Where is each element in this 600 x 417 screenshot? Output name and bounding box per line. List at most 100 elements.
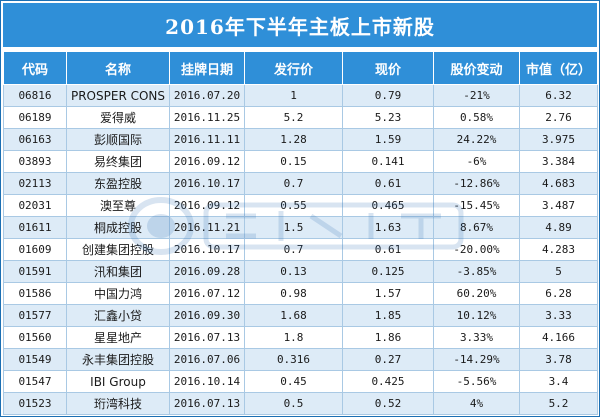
cell-current-price: 0.425 — [342, 370, 434, 393]
cell-market-cap: 4.683 — [519, 172, 598, 195]
table-row: 01523 珩湾科技 2016.07.13 0.5 0.52 4% 5.2 — [3, 392, 598, 415]
cell-price-change: -14.29% — [433, 348, 520, 371]
cell-issue-price: 1.8 — [244, 326, 343, 349]
cell-listing-date: 2016.09.30 — [169, 304, 245, 327]
cell-current-price: 1.57 — [342, 282, 434, 305]
cell-issue-price: 0.15 — [244, 150, 343, 173]
header-row: 代码 名称 挂牌日期 发行价 现价 股价变动 市值（亿） — [3, 51, 598, 85]
cell-market-cap: 3.487 — [519, 194, 598, 217]
cell-code: 01549 — [3, 348, 67, 371]
cell-current-price: 0.27 — [342, 348, 434, 371]
cell-listing-date: 2016.07.20 — [169, 84, 245, 107]
cell-code: 06163 — [3, 128, 67, 151]
cell-market-cap: 3.78 — [519, 348, 598, 371]
cell-code: 03893 — [3, 150, 67, 173]
cell-issue-price: 0.55 — [244, 194, 343, 217]
cell-listing-date: 2016.07.06 — [169, 348, 245, 371]
cell-market-cap: 3.975 — [519, 128, 598, 151]
cell-listing-date: 2016.07.13 — [169, 392, 245, 415]
cell-current-price: 0.125 — [342, 260, 434, 283]
cell-price-change: 0.58% — [433, 106, 520, 129]
cell-current-price: 0.465 — [342, 194, 434, 217]
cell-code: 01547 — [3, 370, 67, 393]
cell-listing-date: 2016.07.13 — [169, 326, 245, 349]
cell-issue-price: 0.5 — [244, 392, 343, 415]
cell-listing-date: 2016.11.21 — [169, 216, 245, 239]
cell-name: 珩湾科技 — [66, 392, 170, 415]
table-row: 01549 永丰集团控股 2016.07.06 0.316 0.27 -14.29% 3.7… — [3, 348, 598, 371]
table-row: 01609 创建集团控股 2016.10.17 0.7 0.61 -20.00% 4.283 — [3, 238, 598, 261]
cell-listing-date: 2016.11.25 — [169, 106, 245, 129]
cell-issue-price: 1.28 — [244, 128, 343, 151]
cell-issue-price: 1 — [244, 84, 343, 107]
cell-code: 02031 — [3, 194, 67, 217]
cell-listing-date: 2016.10.14 — [169, 370, 245, 393]
table-row: 01611 桐成控股 2016.11.21 1.5 1.63 8.67% 4.89 — [3, 216, 598, 239]
cell-name: PROSPER CONS — [66, 84, 170, 107]
cell-current-price: 1.59 — [342, 128, 434, 151]
table-row: 01560 星星地产 2016.07.13 1.8 1.86 3.33% 4.166 — [3, 326, 598, 349]
header-market-cap: 市值（亿） — [519, 51, 598, 85]
cell-code: 01560 — [3, 326, 67, 349]
table-row: 06816 PROSPER CONS 2016.07.20 1 0.79 -21% 6.32 — [3, 84, 598, 107]
cell-price-change: -12.86% — [433, 172, 520, 195]
table-row: 06163 彭顺国际 2016.11.11 1.28 1.59 24.22% 3.975 — [3, 128, 598, 151]
cell-price-change: 10.12% — [433, 304, 520, 327]
cell-listing-date: 2016.10.17 — [169, 172, 245, 195]
table-row: 01586 中国力鸿 2016.07.12 0.98 1.57 60.20% 6.28 — [3, 282, 598, 305]
cell-name: 星星地产 — [66, 326, 170, 349]
cell-code: 02113 — [3, 172, 67, 195]
table-row: 01577 汇鑫小贷 2016.09.30 1.68 1.85 10.12% 3.33 — [3, 304, 598, 327]
cell-name: 汇鑫小贷 — [66, 304, 170, 327]
table-row: 03893 易终集团 2016.09.12 0.15 0.141 -6% 3.384 — [3, 150, 598, 173]
header-listing-date: 挂牌日期 — [169, 51, 245, 85]
cell-current-price: 0.52 — [342, 392, 434, 415]
cell-code: 06189 — [3, 106, 67, 129]
cell-listing-date: 2016.07.12 — [169, 282, 245, 305]
cell-current-price: 0.61 — [342, 172, 434, 195]
cell-market-cap: 4.89 — [519, 216, 598, 239]
cell-name: 爱得威 — [66, 106, 170, 129]
cell-name: 永丰集团控股 — [66, 348, 170, 371]
table-row: 01591 汛和集团 2016.09.28 0.13 0.125 -3.85% 5 — [3, 260, 598, 283]
cell-issue-price: 1.68 — [244, 304, 343, 327]
cell-price-change: -6% — [433, 150, 520, 173]
cell-price-change: -15.45% — [433, 194, 520, 217]
cell-code: 01586 — [3, 282, 67, 305]
cell-market-cap: 4.283 — [519, 238, 598, 261]
cell-issue-price: 0.45 — [244, 370, 343, 393]
cell-issue-price: 0.98 — [244, 282, 343, 305]
table-row: 02113 东盈控股 2016.10.17 0.7 0.61 -12.86% 4.683 — [3, 172, 598, 195]
header-current-price: 现价 — [342, 51, 434, 85]
cell-name: 创建集团控股 — [66, 238, 170, 261]
cell-name: 澳至尊 — [66, 194, 170, 217]
header-code: 代码 — [3, 51, 67, 85]
cell-price-change: -20.00% — [433, 238, 520, 261]
cell-issue-price: 0.316 — [244, 348, 343, 371]
table-row: 06189 爱得威 2016.11.25 5.2 5.23 0.58% 2.76 — [3, 106, 598, 129]
cell-issue-price: 0.13 — [244, 260, 343, 283]
cell-market-cap: 3.384 — [519, 150, 598, 173]
cell-code: 01611 — [3, 216, 67, 239]
cell-current-price: 0.61 — [342, 238, 434, 261]
cell-market-cap: 2.76 — [519, 106, 598, 129]
cell-price-change: 3.33% — [433, 326, 520, 349]
cell-listing-date: 2016.09.28 — [169, 260, 245, 283]
cell-price-change: -3.85% — [433, 260, 520, 283]
cell-market-cap: 5.2 — [519, 392, 598, 415]
cell-name: 易终集团 — [66, 150, 170, 173]
cell-price-change: 8.67% — [433, 216, 520, 239]
cell-current-price: 1.63 — [342, 216, 434, 239]
cell-code: 01609 — [3, 238, 67, 261]
cell-current-price: 0.79 — [342, 84, 434, 107]
ipo-table: 代码 名称 挂牌日期 发行价 现价 股价变动 市值（亿） 06816 PROSPE… — [3, 51, 598, 415]
cell-listing-date: 2016.10.17 — [169, 238, 245, 261]
table-row: 02031 澳至尊 2016.09.12 0.55 0.465 -15.45% 3.487 — [3, 194, 598, 217]
cell-listing-date: 2016.11.11 — [169, 128, 245, 151]
table-row: 01547 IBI Group 2016.10.14 0.45 0.425 -5.56% 3… — [3, 370, 598, 393]
header-name: 名称 — [66, 51, 170, 85]
cell-current-price: 1.86 — [342, 326, 434, 349]
cell-name: 汛和集团 — [66, 260, 170, 283]
cell-price-change: 60.20% — [433, 282, 520, 305]
